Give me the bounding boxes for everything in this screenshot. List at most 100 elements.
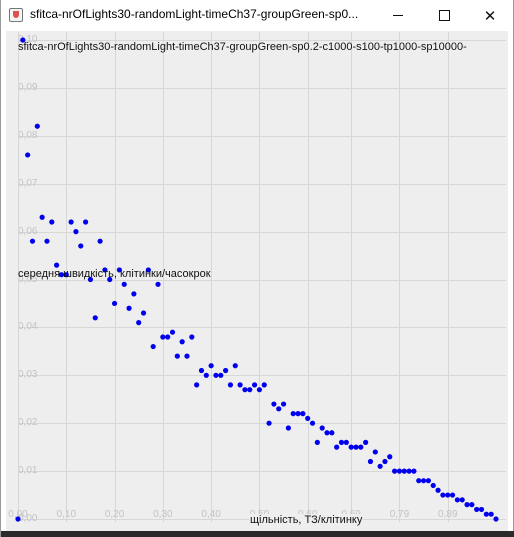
data-point xyxy=(247,387,252,392)
data-point xyxy=(479,507,484,512)
x-axis-label: щільність, ТЗ/клітинку xyxy=(249,514,363,526)
data-point xyxy=(194,382,199,387)
data-point xyxy=(276,406,281,411)
data-point xyxy=(199,368,204,373)
data-point xyxy=(175,354,180,359)
data-point xyxy=(218,373,223,378)
data-point xyxy=(339,440,344,445)
data-point xyxy=(474,507,479,512)
data-point xyxy=(402,469,407,474)
window-title: sfitca-nrOfLights30-randomLight-timeCh37… xyxy=(30,7,375,21)
data-point xyxy=(238,382,243,387)
data-point xyxy=(387,454,392,459)
data-point xyxy=(155,282,160,287)
data-point xyxy=(315,440,320,445)
data-point xyxy=(460,497,465,502)
data-point xyxy=(431,483,436,488)
data-point xyxy=(392,469,397,474)
data-point xyxy=(160,334,165,339)
data-point xyxy=(44,239,49,244)
data-point xyxy=(93,315,98,320)
data-point xyxy=(358,445,363,450)
data-point xyxy=(30,239,35,244)
close-button[interactable]: ✕ xyxy=(467,0,513,31)
data-point xyxy=(353,445,358,450)
data-point xyxy=(15,516,20,521)
data-point xyxy=(368,459,373,464)
data-point xyxy=(20,37,25,42)
data-point xyxy=(252,382,257,387)
minimize-button[interactable] xyxy=(375,0,421,31)
data-point xyxy=(426,478,431,483)
data-point xyxy=(73,229,78,234)
data-point xyxy=(406,469,411,474)
data-point xyxy=(484,512,489,517)
data-point xyxy=(189,334,194,339)
data-point xyxy=(450,492,455,497)
data-point xyxy=(83,219,88,224)
data-point xyxy=(349,445,354,450)
data-point xyxy=(136,320,141,325)
data-point xyxy=(122,282,127,287)
y-axis-label: середня швидкість, клітинки/часокрок xyxy=(18,268,211,280)
data-point xyxy=(382,459,387,464)
data-point xyxy=(305,416,310,421)
data-points-layer xyxy=(6,31,508,531)
minimize-icon xyxy=(393,15,403,16)
data-point xyxy=(126,306,131,311)
data-point xyxy=(363,440,368,445)
data-point xyxy=(49,219,54,224)
data-point xyxy=(242,387,247,392)
data-point xyxy=(40,215,45,220)
data-point xyxy=(54,263,59,268)
data-point xyxy=(464,502,469,507)
data-point xyxy=(378,464,383,469)
data-point xyxy=(493,516,498,521)
data-point xyxy=(69,219,74,224)
data-point xyxy=(440,492,445,497)
data-point xyxy=(300,411,305,416)
data-point xyxy=(320,425,325,430)
title-bar[interactable]: sfitca-nrOfLights30-randomLight-timeCh37… xyxy=(1,0,513,31)
data-point xyxy=(489,512,494,517)
data-point xyxy=(213,373,218,378)
close-icon: ✕ xyxy=(484,7,497,25)
data-point xyxy=(334,445,339,450)
data-point xyxy=(25,152,30,157)
data-point xyxy=(295,411,300,416)
data-point xyxy=(131,291,136,296)
data-point xyxy=(435,488,440,493)
data-point xyxy=(324,430,329,435)
data-point xyxy=(262,382,267,387)
data-point xyxy=(170,330,175,335)
data-point xyxy=(286,425,291,430)
data-point xyxy=(184,354,189,359)
data-point xyxy=(165,334,170,339)
data-point xyxy=(291,411,296,416)
data-point xyxy=(180,339,185,344)
data-point xyxy=(257,387,262,392)
data-point xyxy=(329,430,334,435)
data-point xyxy=(266,421,271,426)
data-point xyxy=(112,301,117,306)
data-point xyxy=(373,449,378,454)
data-point xyxy=(141,310,146,315)
taskbar-strip xyxy=(1,531,514,537)
scatter-plot: 0,00 0,01 0,02 0,03 0,04 0,05 0,06 0,07 0,08 0,09… xyxy=(6,31,508,531)
data-point xyxy=(411,469,416,474)
data-point xyxy=(35,124,40,129)
data-point xyxy=(204,373,209,378)
data-point xyxy=(151,344,156,349)
data-point xyxy=(97,239,102,244)
data-point xyxy=(228,382,233,387)
data-point xyxy=(209,363,214,368)
maximize-icon xyxy=(439,10,450,21)
data-point xyxy=(233,363,238,368)
data-point xyxy=(344,440,349,445)
maximize-button[interactable] xyxy=(421,0,467,31)
java-app-icon xyxy=(9,8,23,22)
data-point xyxy=(421,478,426,483)
data-point xyxy=(416,478,421,483)
data-point xyxy=(271,401,276,406)
data-point xyxy=(223,368,228,373)
